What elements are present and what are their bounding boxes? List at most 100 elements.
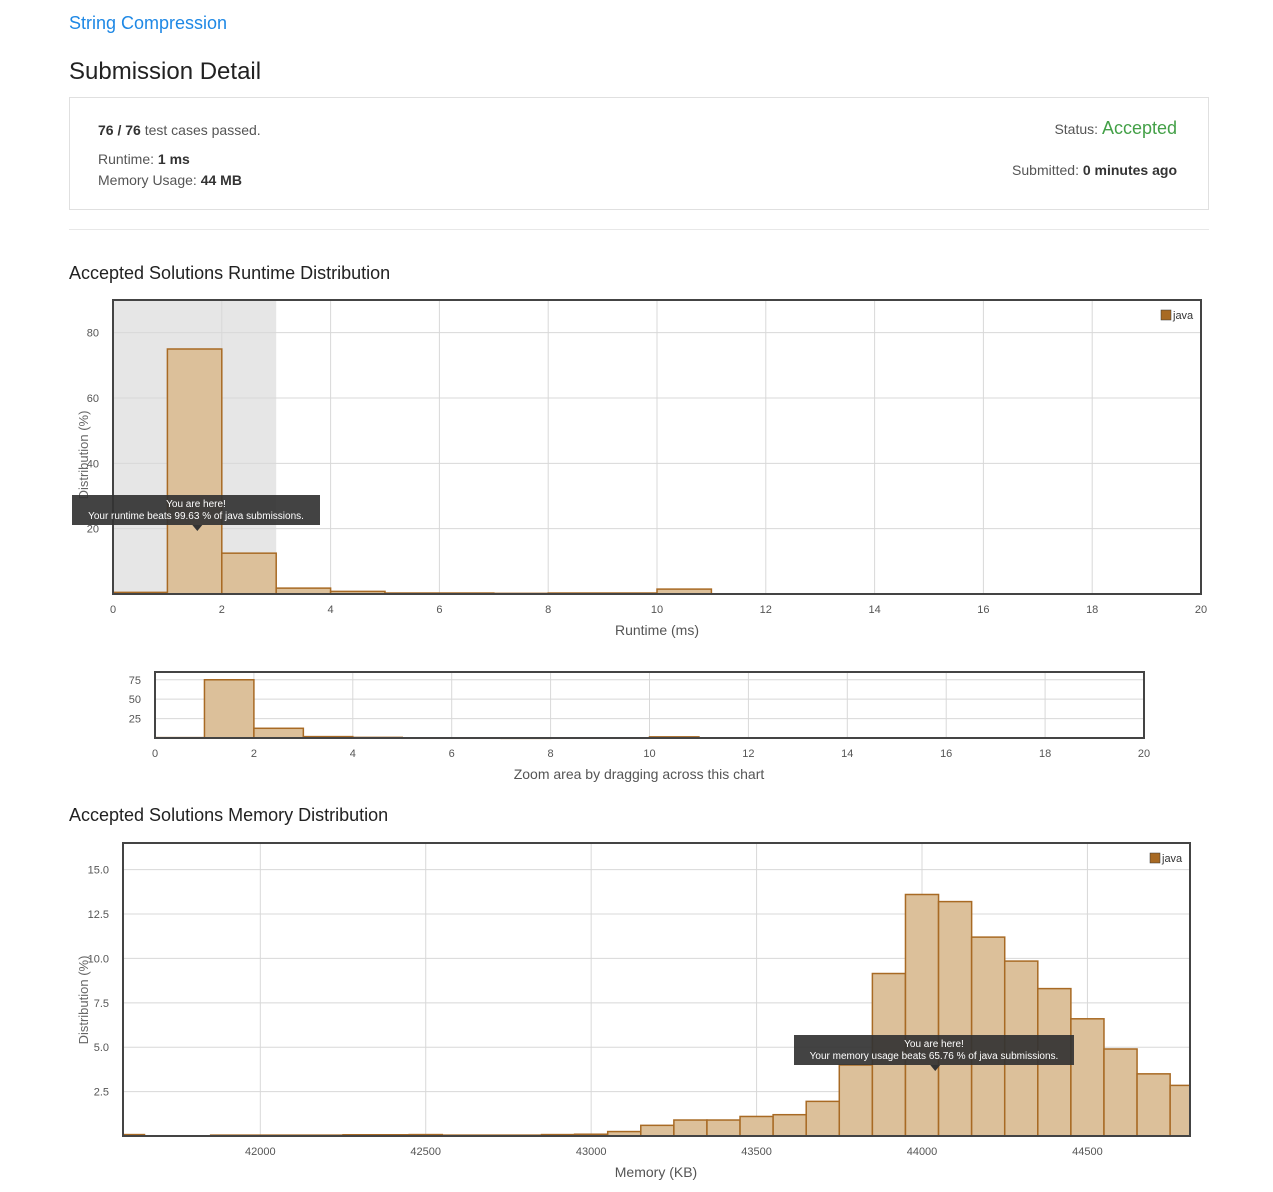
you-are-here-tooltip: You are here!Your runtime beats 99.63 % … <box>72 495 320 531</box>
x-tick-label: 4 <box>350 748 356 760</box>
submitted-value: 0 minutes ago <box>1082 162 1177 178</box>
x-tick-label: 0 <box>110 604 116 616</box>
y-tick-label: 80 <box>87 328 99 340</box>
x-tick-label: 2 <box>251 748 257 760</box>
histogram-bar <box>1136 1073 1171 1137</box>
runtime-distribution-chart[interactable]: 0 2 4 6 8 10 12 14 16 18 20 20 40 60 80 Runtime (ms) Dis… <box>0 290 1273 645</box>
runtime-section-title: Accepted Solutions Runtime Distribution <box>69 263 391 283</box>
y-axis-label: Distribution (%) <box>76 956 91 1045</box>
x-tick-label: 10 <box>651 604 663 616</box>
submission-summary-panel: 76 / 76 test cases passed. Runtime: 1 ms… <box>69 97 1209 210</box>
you-are-here-tooltip: You are here!Your memory usage beats 65.… <box>794 1035 1074 1071</box>
histogram-bar <box>904 893 940 1137</box>
x-tick-label: 6 <box>436 604 442 616</box>
x-tick-label: 44500 <box>1072 1146 1103 1158</box>
memory-text: Memory Usage: 44 MB <box>98 172 242 188</box>
legend-swatch <box>1149 852 1161 864</box>
test-cases-text: 76 / 76 test cases passed. <box>98 122 261 138</box>
histogram-bar <box>253 727 305 739</box>
y-tick-label: 5.0 <box>94 1042 109 1054</box>
x-tick-label: 14 <box>841 748 853 760</box>
y-tick-label: 2.5 <box>94 1087 109 1099</box>
x-tick-label: 12 <box>742 748 754 760</box>
test-cases-suffix: test cases passed. <box>144 122 261 138</box>
x-tick-label: 8 <box>545 604 551 616</box>
histogram-bar <box>221 552 277 595</box>
histogram-bar <box>739 1115 774 1137</box>
x-tick-label: 6 <box>449 748 455 760</box>
x-tick-label: 18 <box>1086 604 1098 616</box>
runtime-value: 1 ms <box>157 151 190 167</box>
y-tick-label: 75 <box>129 675 141 687</box>
test-cases-count: 76 / 76 <box>98 122 141 138</box>
page-title: Submission Detail <box>69 58 262 85</box>
section-divider <box>69 229 1209 230</box>
runtime-zoom-navigator[interactable]: 0 2 4 6 8 10 12 14 16 18 20 25 50 75 Zoom area by drag… <box>0 662 1273 787</box>
y-tick-label: 20 <box>87 524 99 536</box>
y-tick-label: 40 <box>87 458 99 470</box>
y-tick-label: 12.5 <box>88 909 109 921</box>
histogram-bar <box>166 348 223 595</box>
x-tick-label: 43500 <box>741 1146 772 1158</box>
x-tick-label: 16 <box>940 748 952 760</box>
histogram-bar <box>673 1119 708 1137</box>
histogram-bar <box>640 1124 675 1137</box>
y-tick-label: 7.5 <box>94 998 109 1010</box>
histogram-bar <box>838 1064 874 1137</box>
status-badge: Accepted <box>1101 118 1177 138</box>
histogram-bar <box>937 900 973 1137</box>
histogram-bar <box>203 679 255 739</box>
tooltip-pointer <box>192 525 203 531</box>
histogram-bar <box>1169 1084 1191 1137</box>
x-tick-label: 14 <box>868 604 880 616</box>
tooltip-line-2: Your memory usage beats 65.76 % of java … <box>810 1051 1059 1062</box>
x-tick-label: 18 <box>1039 748 1051 760</box>
x-tick-label: 16 <box>977 604 989 616</box>
tooltip-line-1: You are here! <box>904 1039 964 1050</box>
legend-label: java <box>1172 310 1194 322</box>
memory-section-title: Accepted Solutions Memory Distribution <box>69 805 389 825</box>
x-tick-label: 0 <box>152 748 158 760</box>
x-tick-label: 20 <box>1195 604 1207 616</box>
histogram-bar <box>772 1113 807 1137</box>
legend-swatch <box>1160 309 1172 321</box>
tooltip-box <box>72 495 320 525</box>
x-tick-label: 43000 <box>576 1146 607 1158</box>
histogram-bar <box>1070 1018 1105 1137</box>
submitted-text: Submitted: 0 minutes ago <box>1012 162 1177 178</box>
x-axis-label: Runtime (ms) <box>615 622 699 638</box>
plot-frame <box>154 671 1145 739</box>
x-tick-label: 44000 <box>907 1146 938 1158</box>
tooltip-line-1: You are here! <box>166 499 226 510</box>
histogram-bar <box>706 1119 741 1137</box>
x-tick-label: 42500 <box>410 1146 441 1158</box>
histogram-bar <box>805 1100 841 1137</box>
x-tick-label: 12 <box>760 604 772 616</box>
submitted-label: Submitted: <box>1012 162 1079 178</box>
x-tick-label: 10 <box>643 748 655 760</box>
tooltip-line-2: Your runtime beats 99.63 % of java submi… <box>88 511 304 522</box>
x-tick-label: 2 <box>219 604 225 616</box>
status-label: Status: <box>1054 121 1099 137</box>
plot-frame <box>122 842 1191 1137</box>
problem-title-link[interactable]: String Compression <box>69 13 228 33</box>
tooltip-box <box>794 1035 1074 1065</box>
y-tick-label: 25 <box>129 714 141 726</box>
y-tick-label: 60 <box>87 393 99 405</box>
memory-value: 44 MB <box>200 172 242 188</box>
runtime-text: Runtime: 1 ms <box>98 151 190 167</box>
histogram-bar <box>1103 1048 1138 1137</box>
plot-frame <box>112 299 1202 595</box>
x-tick-label: 8 <box>548 748 554 760</box>
tooltip-pointer <box>930 1065 941 1071</box>
y-tick-label: 10.0 <box>88 953 109 965</box>
x-tick-label: 42000 <box>245 1146 276 1158</box>
x-axis-label: Zoom area by dragging across this chart <box>514 766 765 782</box>
status-text: Status: Accepted <box>1054 118 1177 139</box>
memory-label: Memory Usage: <box>98 172 197 188</box>
x-tick-label: 20 <box>1138 748 1150 760</box>
x-axis-label: Memory (KB) <box>615 1164 697 1180</box>
runtime-label: Runtime: <box>98 151 155 167</box>
memory-distribution-chart[interactable]: 42000 42500 43000 43500 44000 44500 2.5 5.0 7.5 1… <box>0 835 1273 1185</box>
y-tick-label: 50 <box>129 694 141 706</box>
